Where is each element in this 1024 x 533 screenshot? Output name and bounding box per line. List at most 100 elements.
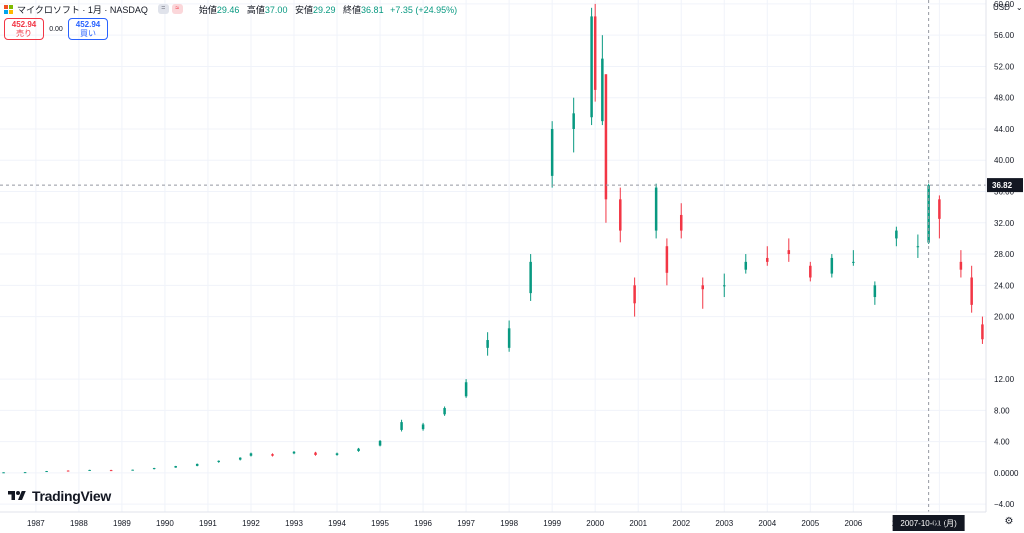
- price-tick-label: 32.00: [994, 219, 1015, 228]
- candle: [23, 472, 27, 474]
- candle-body: [572, 113, 575, 129]
- symbol-title[interactable]: マイクロソフト · 1月 · NASDAQ: [17, 4, 148, 15]
- time-tick-label: 2001: [629, 519, 647, 528]
- candle-body: [271, 454, 274, 456]
- candle-body: [152, 468, 156, 470]
- ohlc-readout: 始値29.46 高値37.00 安値29.29 終値36.81 +7.35 (+…: [194, 3, 457, 16]
- price-tick-label: 0.0000: [994, 469, 1019, 478]
- price-tick-label: 8.00: [994, 406, 1010, 415]
- candle: [217, 460, 220, 463]
- close-value: 36.81: [361, 4, 384, 15]
- price-tick-label: 12.00: [994, 375, 1015, 384]
- candle: [787, 238, 791, 262]
- candle: [109, 469, 113, 472]
- open-value: 29.46: [216, 4, 240, 15]
- candle-body: [464, 382, 468, 397]
- candle: [593, 3, 597, 102]
- candle-body: [217, 460, 220, 462]
- candle-body: [593, 16, 597, 90]
- price-label: 36.82: [992, 181, 1013, 190]
- price-tick-label: 48.00: [994, 94, 1015, 103]
- candle: [809, 261, 812, 282]
- candle: [249, 452, 253, 457]
- candle: [654, 183, 658, 239]
- candle-body: [604, 74, 608, 200]
- date-label: 2007-10-01 (月): [900, 519, 957, 528]
- tradingview-logo[interactable]: TradingView: [6, 488, 111, 504]
- price-label-box: [987, 178, 1023, 193]
- open-label: 始値: [198, 4, 217, 15]
- time-tick-label: 20: [892, 519, 901, 528]
- candle: [744, 254, 748, 274]
- price-tick-label: 60.00: [994, 0, 1015, 9]
- time-axis[interactable]: 1987 1988 1989 1990 1991 1992 1993 1994 1995 1996…: [0, 511, 986, 528]
- price-tick-label: 52.00: [994, 62, 1015, 71]
- approx-icon[interactable]: ≈: [171, 4, 183, 14]
- price-tick-label: 40.00: [994, 156, 1015, 165]
- time-tick-label: 1997: [457, 519, 475, 528]
- candle-body: [238, 457, 242, 460]
- candle-body: [927, 185, 930, 243]
- price-tick-label: 20.00: [994, 313, 1015, 322]
- candle: [619, 187, 622, 243]
- candle-body: [766, 257, 769, 262]
- candle: [873, 281, 877, 305]
- candle: [88, 469, 91, 471]
- candle: [981, 316, 984, 344]
- candle: [633, 277, 636, 317]
- candle: [723, 273, 726, 298]
- candle: [529, 254, 532, 301]
- brand-name: TradingView: [32, 488, 111, 504]
- time-tick-label: 2005: [801, 519, 819, 528]
- candle-body: [852, 261, 855, 263]
- price-tick-label: 4.00: [994, 438, 1010, 447]
- price-tick-label: 44.00: [994, 125, 1015, 134]
- candle: [590, 7, 593, 126]
- sell-label: 売り: [16, 29, 32, 38]
- candle: [486, 332, 489, 356]
- low-value: 29.29: [312, 4, 336, 15]
- candle: [2, 472, 5, 474]
- price-tick-label: 56.00: [994, 31, 1015, 40]
- tradingview-logo-icon: [8, 491, 26, 500]
- candle-body: [109, 470, 113, 472]
- candle: [665, 238, 669, 286]
- buy-button[interactable]: 452.94 買い: [68, 18, 108, 40]
- time-tick-label: 1996: [414, 519, 432, 528]
- candle-body: [701, 285, 705, 290]
- currency-label: USD: [993, 3, 1010, 12]
- buy-price: 452.94: [75, 20, 101, 29]
- price-tick-label: −4.00: [994, 500, 1015, 509]
- candle: [959, 250, 963, 278]
- price-axis[interactable]: −4.00 0.0000 4.00 8.00 12.00 20.00 24.00 28.00 3…: [985, 0, 1019, 512]
- candle-body: [486, 340, 489, 348]
- sell-button[interactable]: 452.94 売り: [4, 18, 44, 40]
- candle-body: [830, 257, 834, 274]
- candle-body: [744, 261, 748, 270]
- candle-body: [970, 277, 973, 305]
- candle: [66, 470, 70, 472]
- currency-selector[interactable]: USD ⌄: [993, 3, 1023, 12]
- candle: [45, 470, 48, 473]
- candle: [572, 97, 575, 153]
- candle-body: [400, 422, 403, 430]
- settings-icon[interactable]: ⚙: [1004, 516, 1014, 527]
- equals-icon[interactable]: =: [157, 4, 169, 14]
- time-tick-label: 1992: [242, 519, 260, 528]
- time-tick-label: 1995: [371, 519, 389, 528]
- sell-price: 452.94: [11, 20, 37, 29]
- candle-body: [723, 285, 726, 287]
- trade-panel: 452.94 売り 0.00 452.94 買い: [4, 18, 108, 40]
- candle-body: [421, 424, 425, 430]
- time-tick-label: 2000: [586, 519, 604, 528]
- time-tick-label: 200: [933, 519, 947, 528]
- change-value: +7.35 (+24.95%): [390, 4, 458, 15]
- time-tick-label: 1993: [285, 519, 303, 528]
- candle-body: [809, 265, 812, 278]
- candle-body: [633, 285, 636, 304]
- candle-body: [665, 246, 669, 273]
